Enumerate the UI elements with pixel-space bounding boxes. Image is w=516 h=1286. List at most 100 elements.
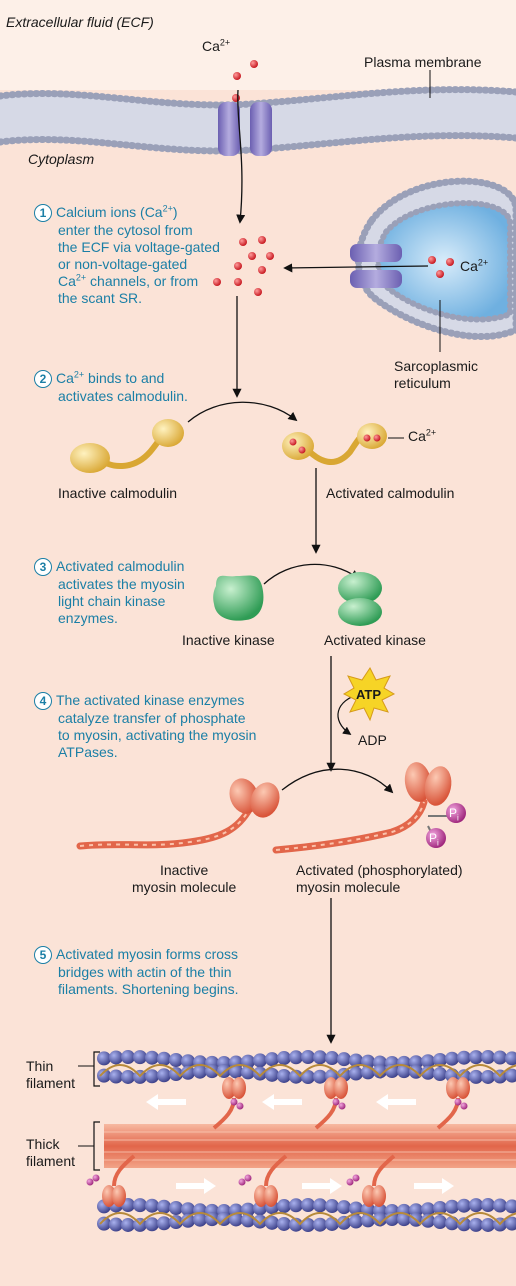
tropomyosin-strand xyxy=(99,1212,516,1226)
actin-bead xyxy=(325,1051,339,1066)
sliding-direction-arrows xyxy=(146,1094,454,1194)
step-1: 1 Calcium ions (Ca2+) enter the cytosol fr… xyxy=(34,204,220,307)
actin-bead xyxy=(421,1065,435,1080)
actin-bead xyxy=(421,1054,435,1069)
actin-bead xyxy=(469,1069,483,1084)
actin-bead xyxy=(493,1050,507,1065)
calmodulin-ca-label: Ca2+ xyxy=(408,427,437,444)
inactive-myosin-label: Inactive myosin molecule xyxy=(132,862,237,895)
actin-bead xyxy=(277,1051,291,1066)
sarcoplasmic-reticulum xyxy=(350,177,516,341)
actin-bead xyxy=(157,1068,171,1083)
actin-bead xyxy=(493,1198,507,1213)
actin-bead xyxy=(181,1213,195,1228)
actin-bead xyxy=(157,1199,171,1214)
actin-bead xyxy=(505,1068,516,1083)
actin-bead xyxy=(97,1216,111,1231)
actin-bead xyxy=(157,1216,171,1231)
thin-filament-bottom xyxy=(97,1198,516,1232)
actin-bead xyxy=(313,1198,327,1213)
actin-bead xyxy=(121,1217,135,1232)
actin-bead xyxy=(109,1217,123,1232)
actin-bead xyxy=(481,1050,495,1065)
step-number-badge: 3 xyxy=(34,558,52,577)
actin-bead xyxy=(145,1198,159,1213)
step-line: 3 Activated calmodulin xyxy=(34,558,185,577)
actin-bead xyxy=(145,1069,159,1084)
actin-bead xyxy=(313,1217,327,1232)
actin-bead xyxy=(325,1199,339,1214)
activated-calmodulin-label: Activated calmodulin xyxy=(326,485,455,501)
actin-bead xyxy=(433,1052,447,1067)
step-line: 2 Ca2+ binds to and xyxy=(34,370,188,389)
step-line: 5 Activated myosin forms cross xyxy=(34,946,239,965)
actin-bead xyxy=(433,1067,447,1082)
step-line: enzymes. xyxy=(58,610,118,627)
step-line: Ca2+ channels, or from xyxy=(58,272,199,290)
thick-filament-striations xyxy=(104,1131,516,1161)
actin-bead xyxy=(133,1198,147,1213)
actin-bead xyxy=(265,1067,279,1082)
actin-bead xyxy=(133,1050,147,1065)
actin-bead xyxy=(301,1218,315,1232)
activated-myosin-label: Activated (phosphorylated) myosin molecul… xyxy=(296,862,463,895)
actin-bead xyxy=(457,1050,471,1065)
kinase-activation-arrow xyxy=(263,563,360,585)
actin-bead xyxy=(145,1050,159,1065)
myosin-head xyxy=(436,1077,470,1130)
thin-filament-bracket xyxy=(93,1051,100,1087)
actin-bead xyxy=(181,1054,195,1069)
step-line: ATPases. xyxy=(58,744,118,761)
actin-bead xyxy=(373,1212,387,1227)
step-number-badge: 4 xyxy=(34,692,52,711)
actin-bead xyxy=(289,1069,303,1084)
myosin-phosphorylation-arrow xyxy=(281,768,394,794)
activated-kinase-shape xyxy=(338,572,382,626)
actin-bead xyxy=(505,1199,516,1214)
actin-bead xyxy=(229,1064,243,1079)
inactive-calmodulin-shape xyxy=(70,419,184,473)
thin-filament-top xyxy=(97,1050,516,1084)
actin-bead xyxy=(277,1068,291,1083)
step-line: catalyze transfer of phosphate xyxy=(58,710,246,727)
step-line: activates the myosin xyxy=(58,576,185,593)
actin-bead xyxy=(277,1199,291,1214)
step-4: 4 The activated kinase enzymes catalyze tr… xyxy=(34,692,256,761)
step-line: bridges with actin of the thin xyxy=(58,964,232,981)
sr-label: Sarcoplasmic reticulum xyxy=(394,358,479,391)
actin-bead xyxy=(505,1051,516,1066)
actin-bead xyxy=(349,1201,363,1216)
plasma-calcium-channel xyxy=(218,102,272,156)
step-line: the ECF via voltage-gated xyxy=(58,239,220,256)
actin-bead xyxy=(181,1065,195,1080)
actin-bead xyxy=(457,1198,471,1213)
actin-bead xyxy=(349,1053,363,1068)
cytosol-calcium-ions xyxy=(213,236,274,296)
actin-bead xyxy=(265,1052,279,1067)
actin-bead xyxy=(253,1053,267,1068)
myosin-head xyxy=(86,1154,136,1207)
actin-bead xyxy=(445,1199,459,1214)
adp-label: ADP xyxy=(358,732,387,748)
step-line: the scant SR. xyxy=(58,290,143,307)
inactive-myosin-shape xyxy=(76,778,280,850)
actin-bead xyxy=(313,1069,327,1084)
step-number-badge: 1 xyxy=(34,204,52,223)
pi-label-2: Pi xyxy=(429,831,439,848)
step-line: enter the cytosol from xyxy=(58,222,193,239)
activated-kinase-label: Activated kinase xyxy=(324,632,426,648)
step-5: 5 Activated myosin forms cross bridges wit… xyxy=(34,946,239,998)
actin-bead xyxy=(301,1198,315,1212)
actin-bead xyxy=(349,1214,363,1229)
tropomyosin-strand xyxy=(99,1064,516,1078)
inactive-calmodulin-label: Inactive calmodulin xyxy=(58,485,178,501)
sr-release-arrow xyxy=(283,263,429,273)
actin-bead xyxy=(301,1070,315,1084)
cross-bridges xyxy=(86,1077,470,1207)
actin-bead xyxy=(337,1052,351,1067)
inactive-kinase-label: Inactive kinase xyxy=(182,632,275,648)
atp-label: ATP xyxy=(356,687,382,702)
step-3: 3 Activated calmodulin activates the myosi… xyxy=(34,558,185,627)
